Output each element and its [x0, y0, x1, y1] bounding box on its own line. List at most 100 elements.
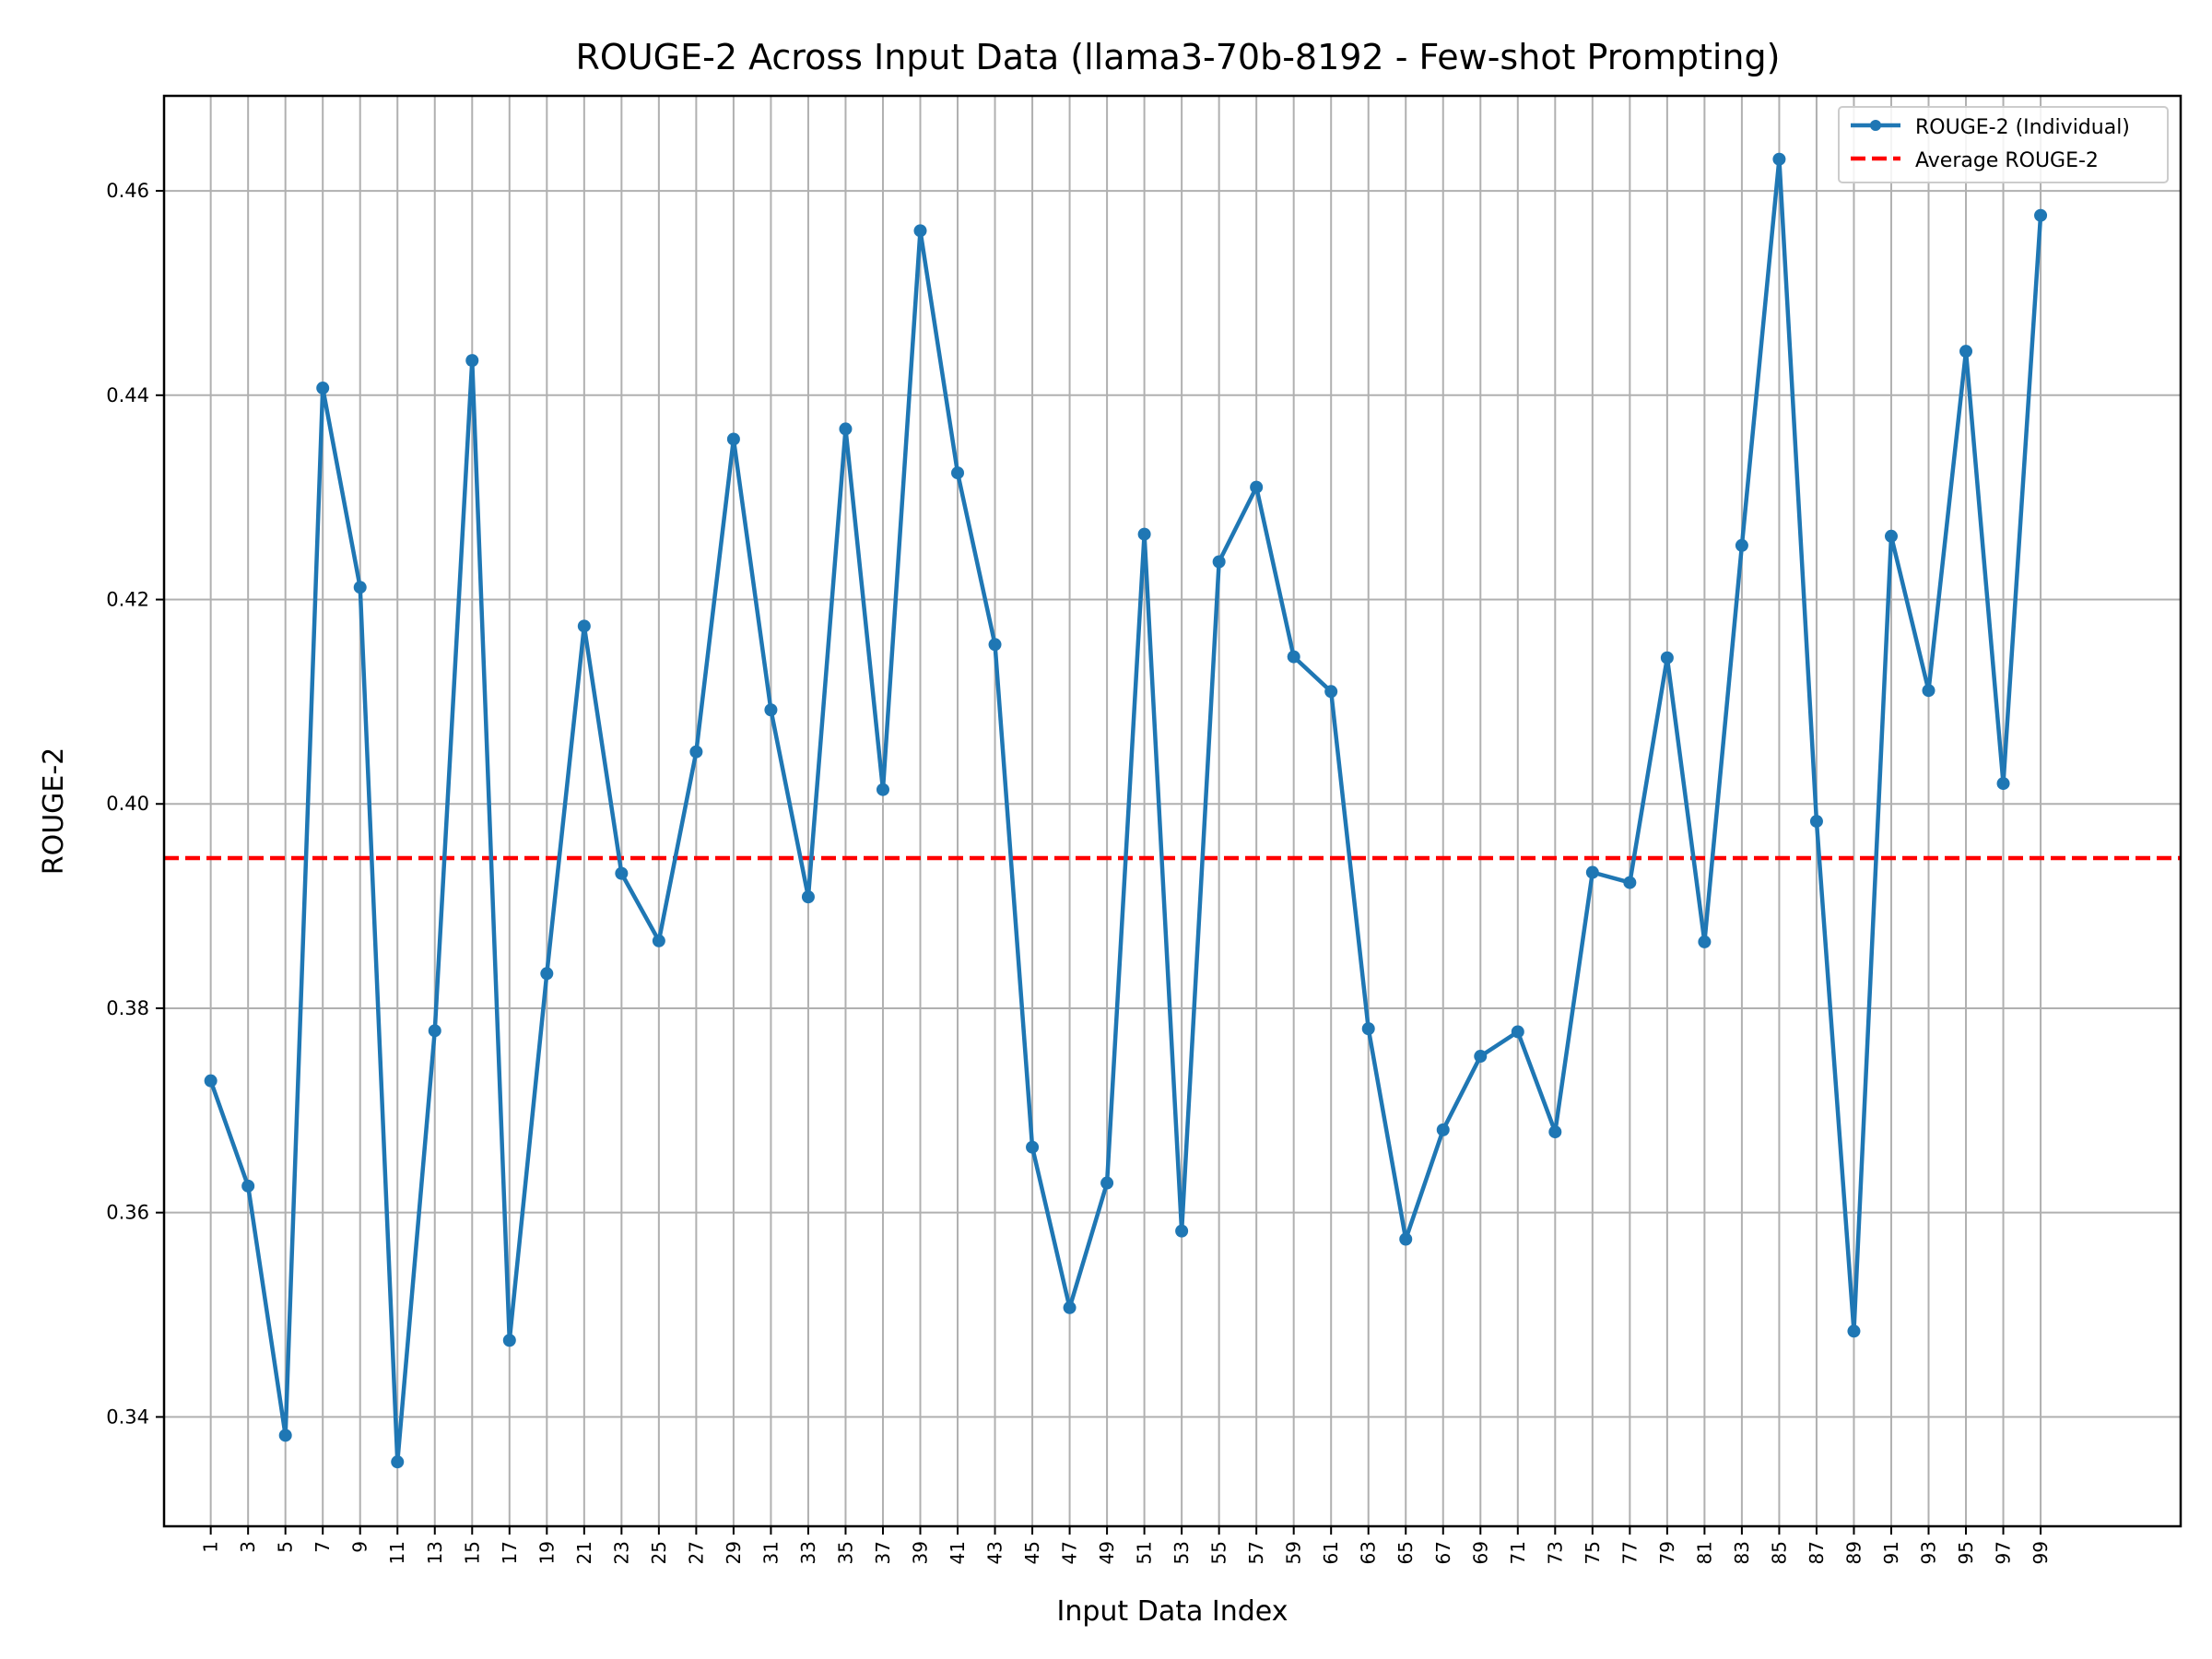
data-point [1324, 685, 1338, 699]
x-tick-label: 13 [424, 1541, 446, 1564]
data-point [1399, 1232, 1413, 1246]
x-tick-label: 63 [1358, 1541, 1380, 1564]
chart-title: ROUGE-2 Across Input Data (llama3-70b-81… [576, 37, 1781, 77]
data-point [1287, 650, 1300, 664]
data-point [1212, 555, 1226, 569]
data-point [1959, 345, 1973, 359]
x-tick-label: 93 [1918, 1541, 1940, 1564]
data-point [689, 745, 703, 759]
x-tick-label: 11 [386, 1541, 408, 1564]
x-tick-label: 19 [535, 1541, 558, 1564]
x-tick-label: 55 [1208, 1541, 1230, 1564]
x-tick-label: 9 [349, 1541, 371, 1553]
x-tick-label: 97 [1993, 1541, 2015, 1564]
data-point [1548, 1125, 1562, 1139]
data-point [428, 1024, 441, 1038]
data-point [1250, 480, 1264, 494]
x-tick-label: 43 [984, 1541, 1006, 1564]
series-layer [204, 152, 2048, 1469]
data-point [1585, 865, 1599, 879]
data-point [1735, 538, 1748, 552]
data-point [1623, 876, 1637, 889]
data-point [1772, 152, 1786, 166]
x-tick-label: 15 [461, 1541, 483, 1564]
legend-label-average: Average ROUGE-2 [1915, 149, 2099, 172]
x-tick-label: 23 [610, 1541, 632, 1564]
x-tick-label: 71 [1507, 1541, 1529, 1564]
x-tick-label: 61 [1320, 1541, 1342, 1564]
data-point [1100, 1176, 1114, 1190]
data-point [988, 638, 1002, 652]
x-tick-label: 85 [1768, 1541, 1790, 1564]
y-axis-ticks: 0.34 0.36 0.38 0.40 0.42 0.44 0.46 [106, 180, 164, 1428]
legend-label-individual: ROUGE-2 (Individual) [1915, 116, 2130, 139]
y-tick-label: 0.46 [106, 180, 149, 202]
x-tick-label: 29 [723, 1541, 745, 1564]
x-tick-label: 47 [1059, 1541, 1081, 1564]
x-tick-label: 83 [1731, 1541, 1753, 1564]
data-point [316, 382, 330, 395]
x-tick-label: 7 [312, 1541, 334, 1553]
x-tick-label: 5 [275, 1541, 297, 1553]
x-tick-label: 59 [1283, 1541, 1305, 1564]
x-tick-label: 99 [2030, 1541, 2052, 1564]
data-point [1436, 1123, 1450, 1136]
data-point [615, 866, 629, 880]
data-point [353, 581, 367, 594]
data-point [876, 782, 889, 796]
data-point [278, 1429, 292, 1442]
x-tick-label: 73 [1544, 1541, 1566, 1564]
data-point [1361, 1022, 1375, 1036]
grid [164, 96, 2181, 1526]
data-point [652, 934, 665, 947]
x-tick-label: 65 [1394, 1541, 1417, 1564]
data-point [839, 422, 853, 436]
x-tick-label: 77 [1618, 1541, 1641, 1564]
legend: ROUGE-2 (Individual) Average ROUGE-2 [1838, 106, 2169, 183]
data-point [2034, 208, 2048, 222]
x-tick-label: 21 [573, 1541, 595, 1564]
x-tick-label: 95 [1955, 1541, 1977, 1564]
x-tick-label: 33 [797, 1541, 819, 1564]
data-point [801, 890, 815, 904]
x-tick-label: 69 [1469, 1541, 1491, 1564]
y-axis-label: ROUGE-2 [38, 747, 70, 876]
data-point [1026, 1140, 1040, 1154]
data-point [1922, 684, 1936, 698]
data-point [1996, 777, 2010, 791]
x-tick-label: 87 [1806, 1541, 1828, 1564]
y-tick-label: 0.34 [106, 1406, 149, 1428]
x-tick-label: 53 [1171, 1541, 1193, 1564]
data-point [540, 967, 554, 981]
data-point [726, 432, 740, 446]
x-tick-label: 89 [1842, 1541, 1865, 1564]
x-tick-label: 35 [834, 1541, 856, 1564]
x-tick-label: 91 [1880, 1541, 1902, 1564]
data-point [951, 466, 965, 480]
data-point [1175, 1224, 1189, 1238]
data-point [913, 224, 927, 238]
data-point [241, 1179, 255, 1193]
rouge2-individual-line [208, 157, 2043, 1465]
y-tick-label: 0.44 [106, 384, 149, 406]
data-point [502, 1334, 516, 1347]
data-point [204, 1074, 218, 1088]
x-tick-label: 3 [237, 1541, 259, 1553]
data-point [1137, 527, 1151, 541]
x-tick-label: 37 [872, 1541, 894, 1564]
x-tick-label: 27 [685, 1541, 707, 1564]
y-tick-label: 0.36 [106, 1202, 149, 1224]
x-axis-ticks: 1 3 5 7 9 11 13 15 17 19 21 23 25 27 29 31 33 35 37 39 41 43 4… [200, 1526, 2052, 1564]
x-tick-label: 31 [759, 1541, 782, 1564]
x-tick-label: 45 [1021, 1541, 1043, 1564]
x-tick-label: 17 [499, 1541, 521, 1564]
x-tick-label: 67 [1432, 1541, 1454, 1564]
data-point [1511, 1025, 1524, 1039]
x-tick-label: 39 [910, 1541, 932, 1564]
data-point [1474, 1050, 1488, 1064]
y-tick-label: 0.40 [106, 793, 149, 815]
x-tick-label: 57 [1245, 1541, 1267, 1564]
y-tick-label: 0.42 [106, 589, 149, 611]
